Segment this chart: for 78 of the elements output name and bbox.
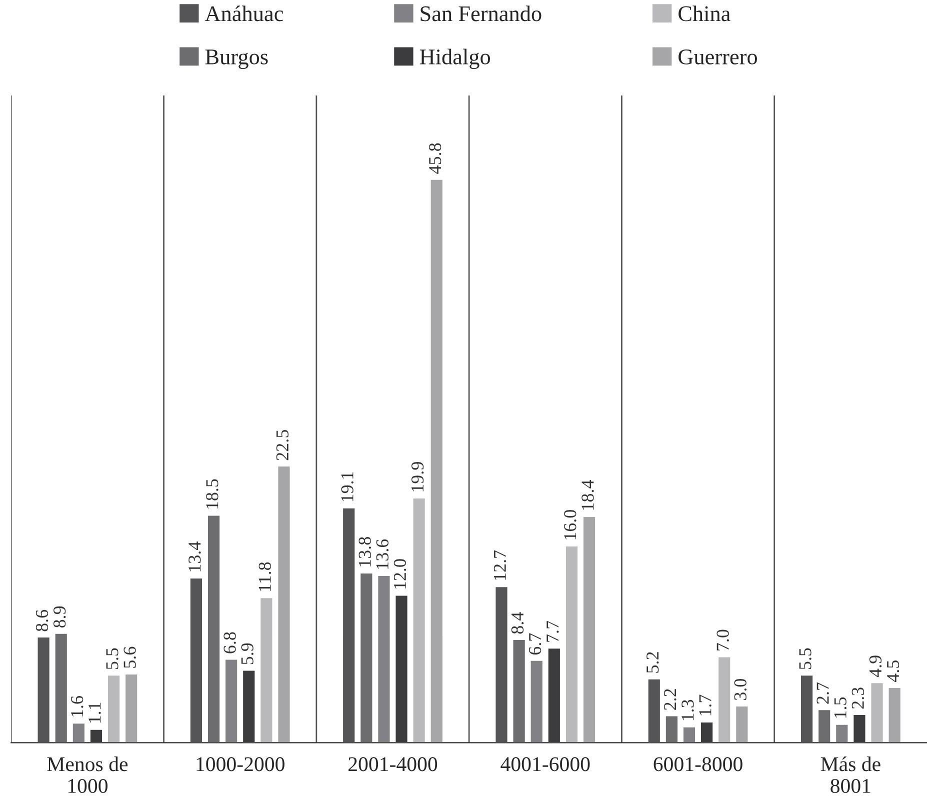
bar [582,516,596,743]
bar [717,656,732,743]
data-label: 2.7 [816,682,829,704]
x-tick-label: Menos de 1000 [47,756,128,793]
data-label: 8.4 [511,612,524,634]
data-label: 13.8 [358,537,372,566]
data-label: 45.8 [428,143,442,174]
bar [71,722,86,743]
data-label: 4.5 [887,660,900,682]
bar [646,678,662,743]
data-label: 2.2 [664,689,676,710]
bar [412,497,426,743]
bar [664,714,679,743]
data-label: 7.7 [546,620,559,642]
data-label: 1.3 [682,700,694,720]
x-tick-label: 4001-6000 [500,757,590,772]
bar [817,708,832,743]
data-label: 3.0 [734,678,747,700]
legend-label: Guerrero [678,49,757,64]
bar [342,506,356,743]
data-label: 13.4 [188,542,201,572]
bar [54,632,68,743]
data-label: 1.1 [88,702,101,723]
legend-label: Anáhuac [204,6,284,22]
data-label: 6.8 [224,632,236,654]
data-label: 1.6 [71,696,84,716]
bar [734,705,750,743]
x-tick-label: 6001-8000 [654,757,742,772]
data-label: 5.5 [799,648,812,670]
bar [564,545,579,743]
data-label: 1.5 [834,697,846,718]
bar [512,638,526,743]
data-label: 1.7 [699,694,712,716]
bar [682,726,696,743]
data-label: 12.7 [494,550,506,580]
data-label: 13.6 [376,539,389,569]
data-label: 5.5 [106,648,118,670]
bar [124,673,139,743]
bar [36,636,51,743]
x-tick-label: 1000-2000 [196,757,284,772]
data-label: 2.3 [852,688,864,709]
data-label: 7.0 [716,630,729,650]
legend-label: Burgos [205,50,268,69]
bar [224,658,238,743]
data-label: 6.7 [528,633,542,655]
data-label: 5.2 [646,652,659,673]
bar [276,465,292,743]
legend-label: San Fernando [420,6,542,22]
bar [529,660,544,743]
bar [429,178,444,743]
bar [834,724,850,743]
data-label: 5.6 [124,646,136,668]
data-label: 4.9 [869,656,882,678]
bar [206,514,221,743]
bar [359,572,374,743]
x-tick-label: 2001-4000 [348,757,438,772]
data-label: 22.5 [276,430,289,460]
legend-label: Hidalgo [420,48,490,69]
bar [189,577,204,743]
data-label: 12.0 [394,559,406,588]
data-label: 18.5 [206,479,218,509]
data-label: 18.4 [582,480,594,510]
data-label: 19.9 [411,462,424,492]
data-label: 8.6 [36,610,48,632]
data-label: 19.1 [341,472,354,502]
data-label: 8.9 [53,606,66,628]
data-label: 5.9 [241,643,254,664]
bar [106,674,121,743]
bar [376,574,392,743]
data-label: 11.8 [258,562,272,591]
x-tick-label: Más de 8001 [820,756,880,793]
data-label: 16.0 [564,510,576,540]
bar [800,674,814,743]
bar [870,682,884,743]
bar [494,586,509,743]
legend-label: China [678,6,730,22]
bar [887,686,902,743]
bar [259,596,274,743]
